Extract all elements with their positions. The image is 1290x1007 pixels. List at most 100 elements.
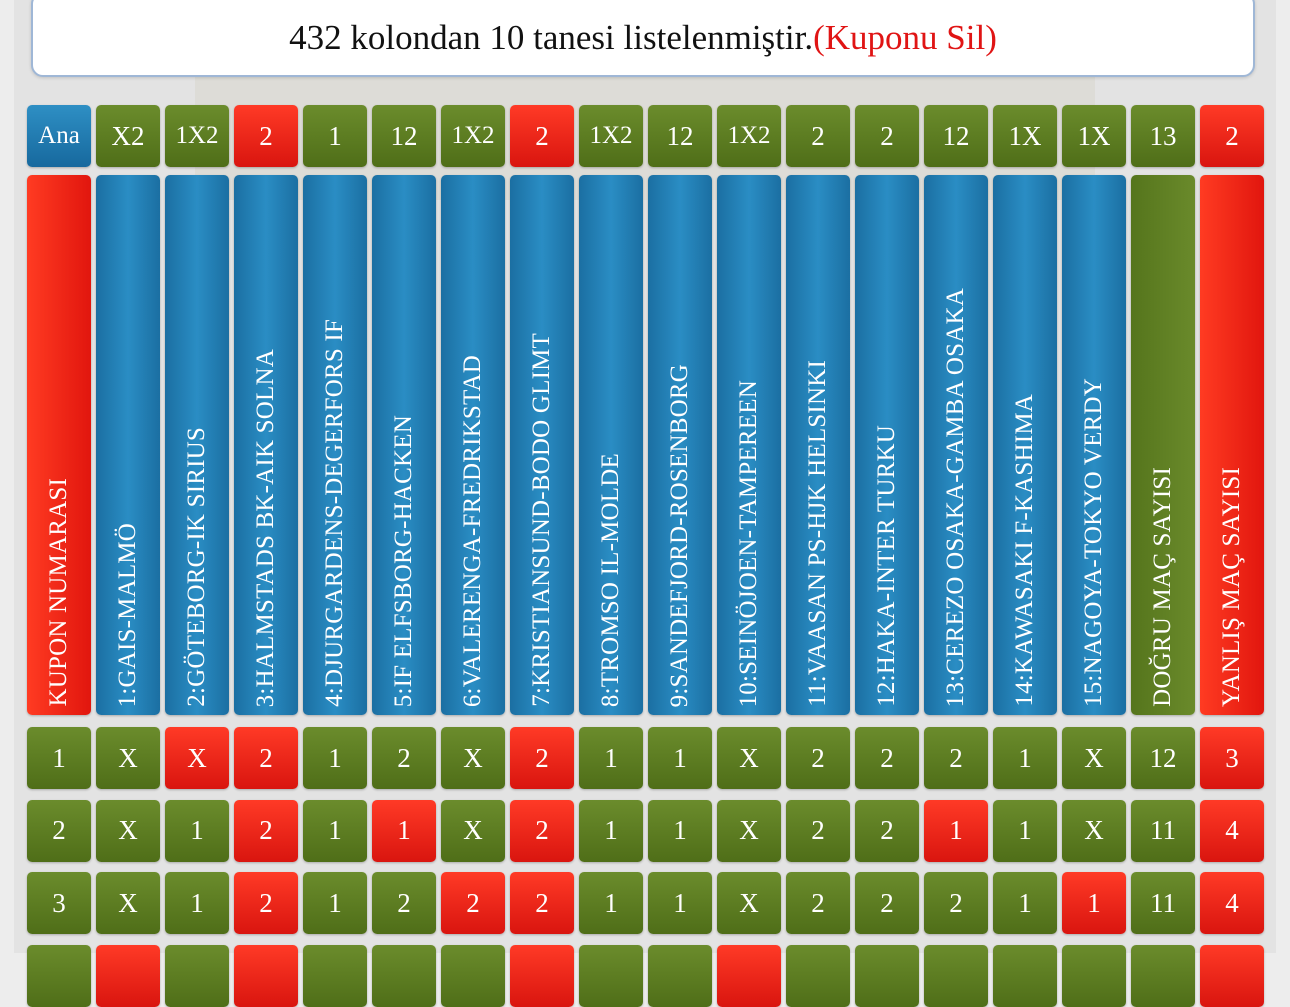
- pick-result-cell: 2: [855, 872, 919, 934]
- pick-result-cell: [924, 944, 988, 1007]
- header-match-10: 10:SEINÖJOEN-TAMPEREEN: [717, 175, 781, 715]
- header-wrong-count: YANLIŞ MAÇ SAYISI: [1200, 175, 1264, 715]
- pick-result-cell: 2: [372, 727, 436, 789]
- pick-cell[interactable]: 1X2: [165, 105, 229, 167]
- pick-result-cell: 2: [234, 727, 298, 789]
- correct-count-cell: 11: [1131, 872, 1195, 934]
- pick-cell[interactable]: 12: [648, 105, 712, 167]
- pick-result-cell: [993, 944, 1057, 1007]
- picks-row: Ana X2 1X2 2 1 12 1X2 2 1X2 12 1X2 2 2 12 1X 1X 13 2: [27, 105, 1264, 167]
- pick-cell[interactable]: 1X2: [441, 105, 505, 167]
- pick-result-cell: 2: [924, 872, 988, 934]
- header-match-3: 3:HALMSTADS BK-AIK SOLNA: [234, 175, 298, 715]
- pick-result-cell: [1062, 944, 1126, 1007]
- pick-cell[interactable]: 1: [303, 105, 367, 167]
- pick-result-cell: 2: [234, 872, 298, 934]
- pick-result-cell: 1: [924, 799, 988, 862]
- pick-result-cell: 1: [648, 799, 712, 862]
- coupon-number-cell: [27, 944, 91, 1007]
- header-match-14: 14:KAWASAKI F-KASHIMA: [993, 175, 1057, 715]
- pick-result-cell: X: [717, 727, 781, 789]
- pick-result-cell: [786, 944, 850, 1007]
- header-match-15: 15:NAGOYA-TOKYO VERDY: [1062, 175, 1126, 715]
- header-match-12: 12:HAKA-INTER TURKU: [855, 175, 919, 715]
- pick-result-cell: 1: [1062, 872, 1126, 934]
- pick-result-cell: X: [96, 872, 160, 934]
- pick-result-cell: 2: [786, 727, 850, 789]
- info-banner: 432 kolondan 10 tanesi listelenmiştir. (K…: [31, 0, 1255, 77]
- pick-result-cell: 1: [648, 727, 712, 789]
- header-row: KUPON NUMARASI 1:GAIS-MALMÖ 2:GÖTEBORG-IK…: [27, 175, 1264, 715]
- pick-cell[interactable]: X2: [96, 105, 160, 167]
- pick-cell[interactable]: 2: [786, 105, 850, 167]
- pick-result-cell: X: [165, 727, 229, 789]
- pick-result-cell: 2: [510, 727, 574, 789]
- header-correct-count: DOĞRU MAÇ SAYISI: [1131, 175, 1195, 715]
- delete-coupon-link[interactable]: (Kuponu Sil): [813, 17, 997, 57]
- pick-cell[interactable]: 1X2: [579, 105, 643, 167]
- header-match-7: 7:KRISTIANSUND-BODO GLIMT: [510, 175, 574, 715]
- pick-result-cell: 1: [993, 799, 1057, 862]
- pick-result-cell: 2: [372, 872, 436, 934]
- pick-result-cell: [96, 944, 160, 1007]
- header-match-13: 13:CEREZO OSAKA-GAMBA OSAKA: [924, 175, 988, 715]
- pick-result-cell: X: [717, 872, 781, 934]
- pick-result-cell: 1: [165, 872, 229, 934]
- wrong-count-cell: 4: [1200, 799, 1264, 862]
- pick-result-cell: X: [441, 727, 505, 789]
- pick-result-cell: [441, 944, 505, 1007]
- wrong-count-cell: [1200, 944, 1264, 1007]
- header-match-9: 9:SANDEFJORD-ROSENBORG: [648, 175, 712, 715]
- pick-result-cell: 2: [786, 872, 850, 934]
- pick-result-cell: 1: [372, 799, 436, 862]
- pick-result-cell: X: [1062, 727, 1126, 789]
- pick-cell[interactable]: 1X: [993, 105, 1057, 167]
- pick-cell[interactable]: 2: [510, 105, 574, 167]
- header-match-5: 5:IF ELFSBORG-HACKEN: [372, 175, 436, 715]
- pick-result-cell: 2: [786, 799, 850, 862]
- header-match-1: 1:GAIS-MALMÖ: [96, 175, 160, 715]
- pick-result-cell: [510, 944, 574, 1007]
- table-row: 3 X 1 2 1 2 2 2 1 1 X 2 2 2 1 1 11 4: [27, 872, 1264, 934]
- pick-result-cell: 2: [441, 872, 505, 934]
- pick-result-cell: [165, 944, 229, 1007]
- table-row: [27, 944, 1264, 1007]
- pick-result-cell: 1: [303, 799, 367, 862]
- pick-result-cell: 1: [993, 727, 1057, 789]
- header-coupon-number: KUPON NUMARASI: [27, 175, 91, 715]
- pick-result-cell: 1: [165, 799, 229, 862]
- correct-count-cell: 12: [1131, 727, 1195, 789]
- correct-count-cell: 11: [1131, 799, 1195, 862]
- correct-count-cell: [1131, 944, 1195, 1007]
- header-match-4: 4:DJURGARDENS-DEGERFORS IF: [303, 175, 367, 715]
- pick-result-cell: 1: [303, 727, 367, 789]
- pick-cell[interactable]: 12: [372, 105, 436, 167]
- pick-result-cell: [855, 944, 919, 1007]
- pick-cell[interactable]: 1X: [1062, 105, 1126, 167]
- pick-cell[interactable]: 13: [1131, 105, 1195, 167]
- pick-result-cell: [372, 944, 436, 1007]
- pick-result-cell: 1: [579, 799, 643, 862]
- table-row: 1 X X 2 1 2 X 2 1 1 X 2 2 2 1 X 12 3: [27, 727, 1264, 789]
- pick-result-cell: X: [441, 799, 505, 862]
- header-match-2: 2:GÖTEBORG-IK SIRIUS: [165, 175, 229, 715]
- pick-result-cell: 1: [648, 872, 712, 934]
- pick-result-cell: [648, 944, 712, 1007]
- pick-cell[interactable]: 12: [924, 105, 988, 167]
- header-match-6: 6:VALERENGA-FREDRIKSTAD: [441, 175, 505, 715]
- pick-result-cell: 2: [234, 799, 298, 862]
- ana-button[interactable]: Ana: [27, 105, 91, 167]
- coupon-number-cell: 3: [27, 872, 91, 934]
- pick-result-cell: X: [717, 799, 781, 862]
- pick-result-cell: 1: [993, 872, 1057, 934]
- pick-result-cell: 1: [579, 727, 643, 789]
- pick-result-cell: X: [96, 799, 160, 862]
- pick-cell[interactable]: 2: [234, 105, 298, 167]
- pick-result-cell: 2: [855, 799, 919, 862]
- table-row: 2 X 1 2 1 1 X 2 1 1 X 2 2 1 1 X 11 4: [27, 799, 1264, 862]
- pick-result-cell: [234, 944, 298, 1007]
- pick-cell[interactable]: 2: [855, 105, 919, 167]
- pick-cell[interactable]: 2: [1200, 105, 1264, 167]
- pick-cell[interactable]: 1X2: [717, 105, 781, 167]
- header-match-11: 11:VAASAN PS-HJK HELSINKI: [786, 175, 850, 715]
